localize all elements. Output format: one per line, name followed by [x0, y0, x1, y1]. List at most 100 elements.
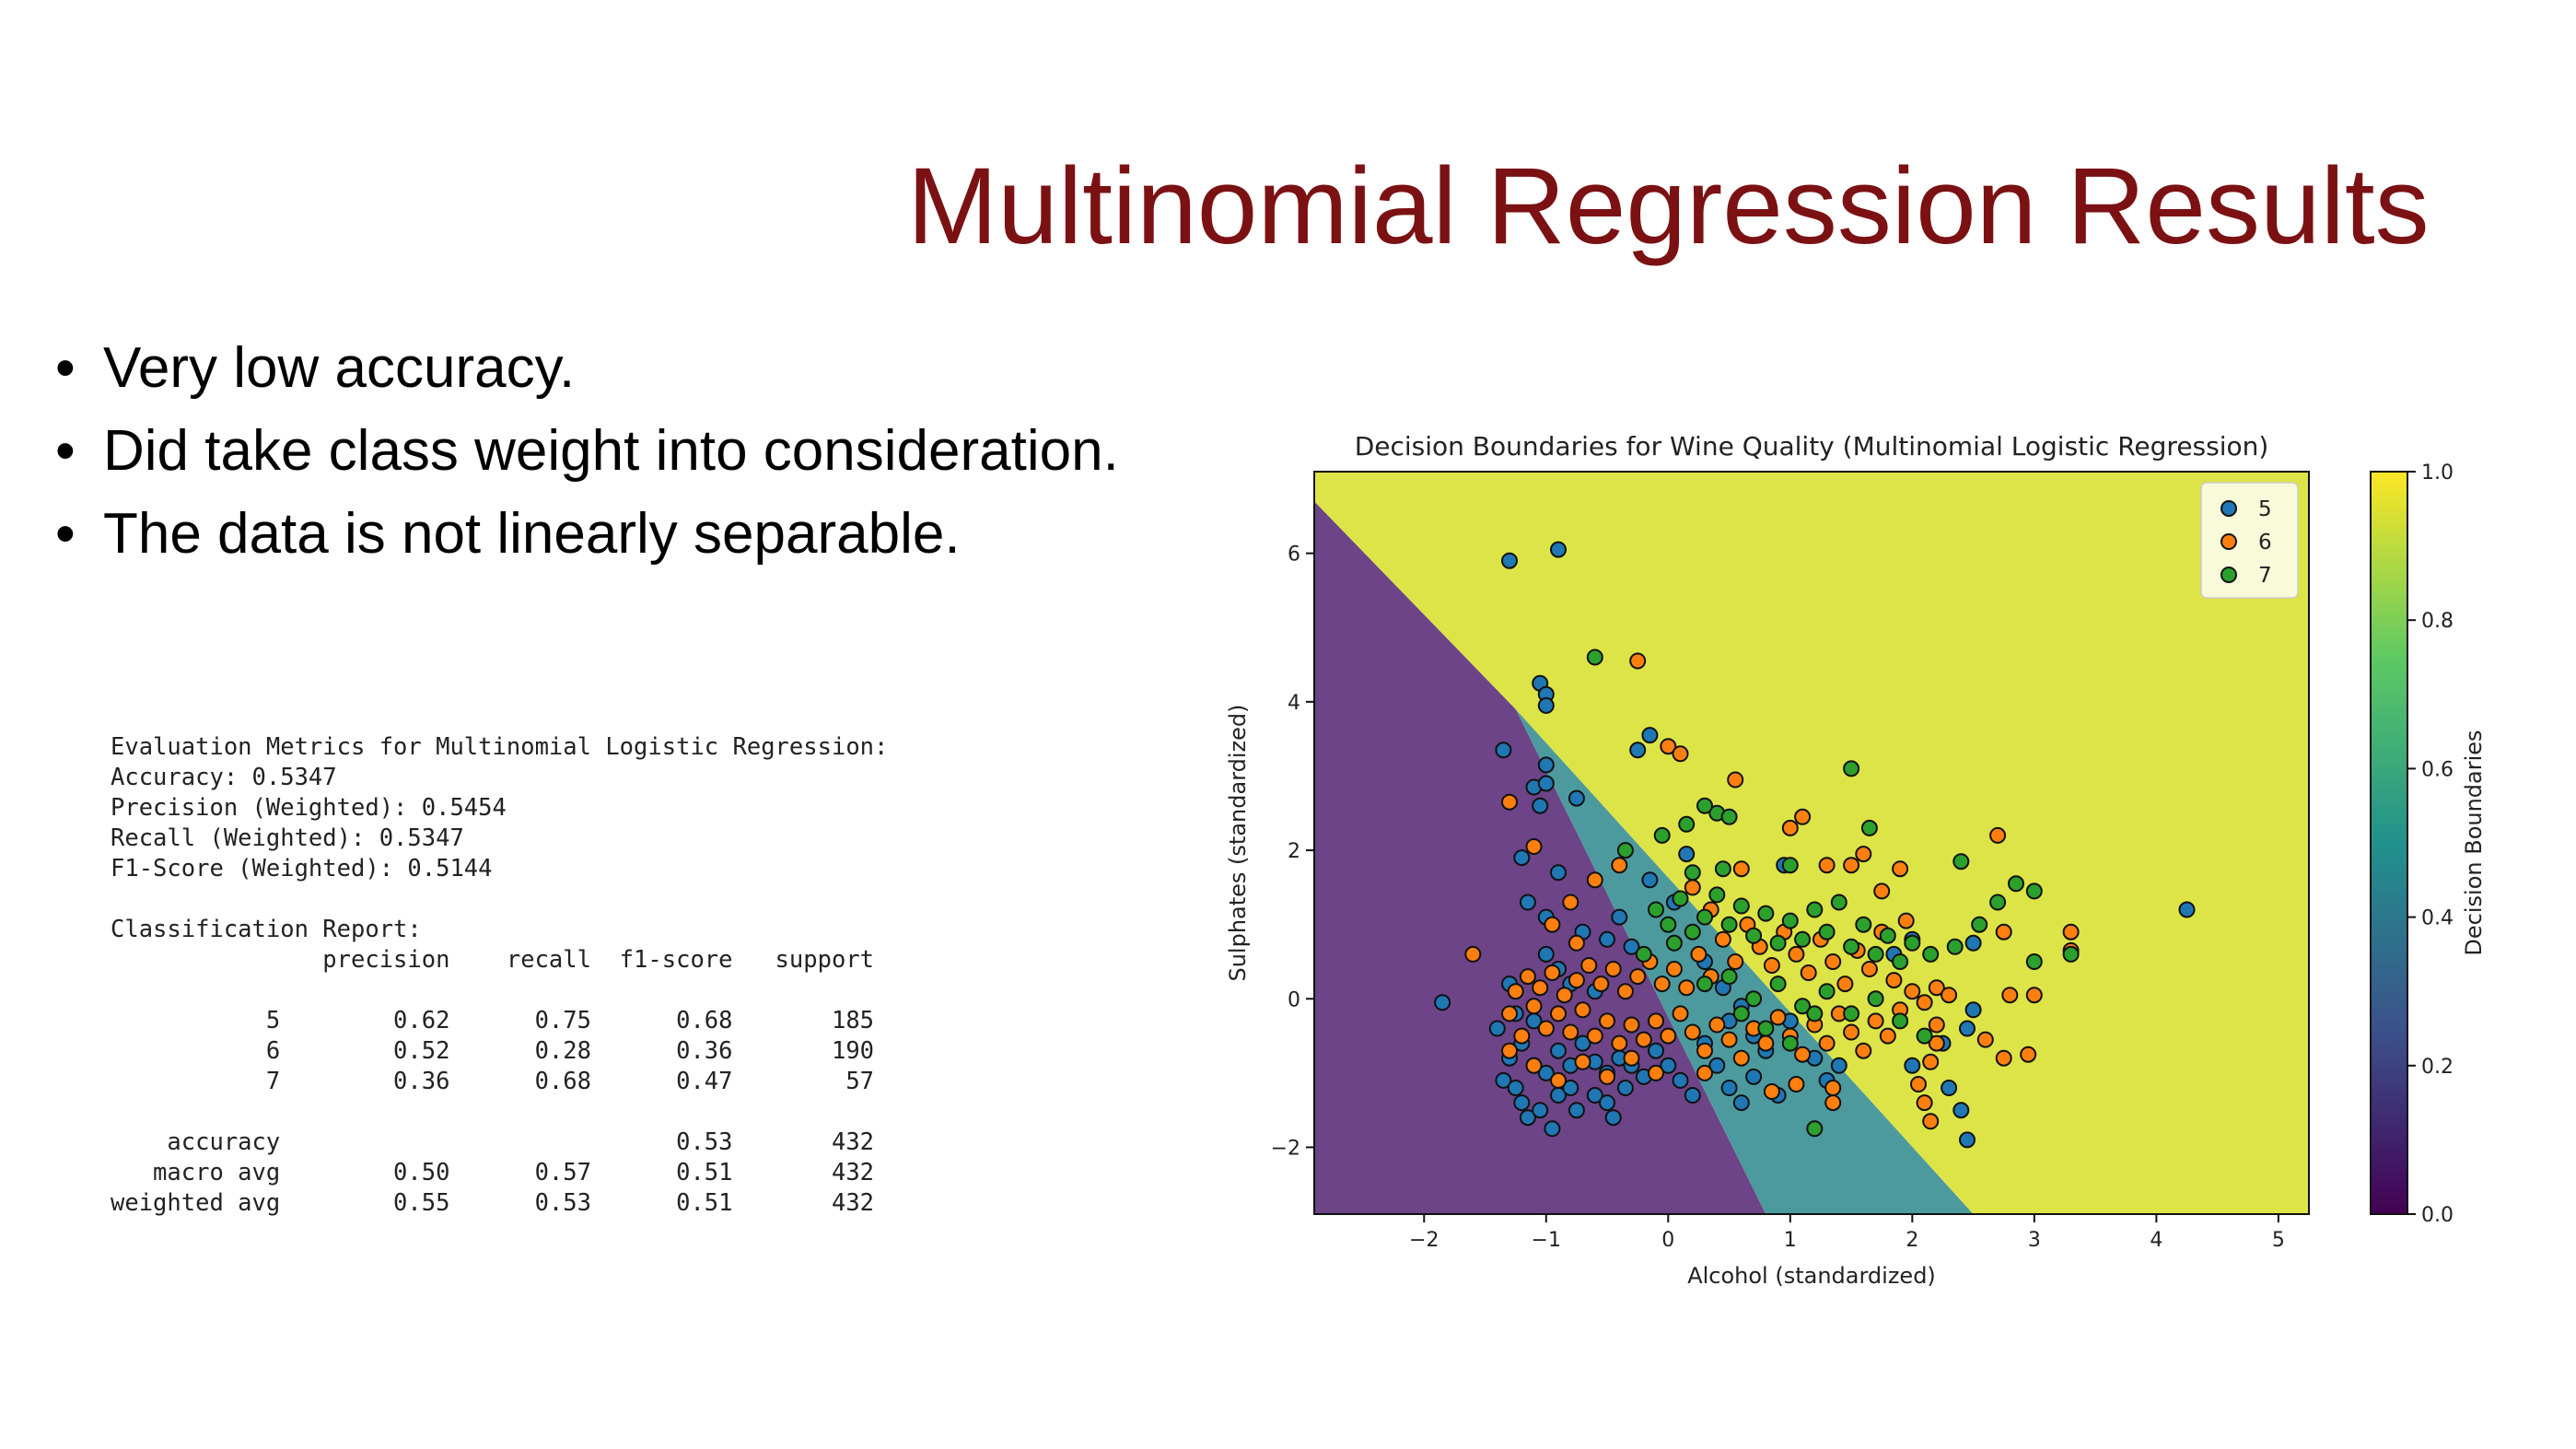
scatter-point-class-6 [1501, 1005, 1518, 1022]
scatter-point-class-6 [1464, 945, 1482, 963]
scatter-point-class-5 [1519, 894, 1536, 911]
decision-region-class-6 [1515, 708, 1974, 1214]
scatter-point-class-6 [1501, 793, 1518, 811]
scatter-point-class-5 [1537, 696, 1555, 714]
bullet-text: Did take class weight into consideration… [103, 419, 1119, 483]
scatter-point-class-7 [1806, 1120, 1824, 1138]
scatter-point-class-5 [1830, 1057, 1847, 1074]
scatter-point-class-6 [1623, 1016, 1640, 1034]
metric-line: Accuracy: 0.5347 [111, 764, 337, 791]
scatter-point-class-5 [1745, 1068, 1763, 1085]
scatter-point-class-7 [1867, 945, 1884, 963]
decision-regions [1314, 472, 2309, 1214]
scatter-point-class-6 [2062, 923, 2080, 941]
scatter-point-class-5 [1720, 1080, 1738, 1096]
metrics-report: Evaluation Metrics for Multinomial Logis… [111, 732, 888, 1219]
x-tick-label: 1 [1784, 1229, 1797, 1252]
x-tick-label: −2 [1409, 1229, 1439, 1252]
scatter-point-class-7 [1806, 1005, 1824, 1022]
scatter-point-class-7 [1684, 923, 1701, 941]
scatter-point-class-5 [2178, 901, 2196, 918]
x-tick-label: 2 [1906, 1229, 1918, 1252]
scatter-point-class-6 [1989, 826, 2007, 844]
scatter-point-class-6 [1592, 976, 1610, 993]
scatter-point-class-7 [1635, 945, 1652, 963]
scatter-point-class-6 [2001, 987, 2019, 1004]
x-tick-label: 3 [2028, 1229, 2041, 1252]
scatter-point-class-6 [1910, 1076, 1927, 1093]
scatter-point-class-6 [1818, 1034, 1836, 1052]
scatter-point-class-7 [1745, 927, 1763, 944]
scatter-point-class-7 [2062, 945, 2080, 963]
classification-heading: Classification Report: [111, 916, 422, 943]
scatter-point-class-5 [1599, 1094, 1615, 1112]
scatter-point-class-6 [1568, 972, 1585, 989]
scatter-point-class-6 [1976, 1031, 1994, 1048]
scatter-point-class-5 [1574, 1034, 1591, 1052]
scatter-point-class-7 [1720, 916, 1738, 933]
legend-marker-class-7 [2220, 567, 2237, 583]
scatter-point-class-6 [1897, 912, 1915, 929]
scatter-point-class-6 [1757, 1034, 1775, 1052]
scatter-point-class-6 [1586, 1027, 1603, 1045]
scatter-point-class-5 [1537, 775, 1555, 792]
scatter-point-class-5 [1648, 1042, 1664, 1059]
scatter-point-class-5 [1537, 1064, 1555, 1081]
scatter-point-class-5 [1513, 849, 1531, 867]
scatter-point-class-6 [1788, 1076, 1805, 1093]
scatter-point-class-7 [1892, 1012, 1909, 1030]
scatter-point-class-6 [2020, 1046, 2037, 1063]
scatter-point-class-6 [1941, 987, 1958, 1004]
report-row: 6 0.52 0.28 0.36 190 [111, 1037, 875, 1065]
scatter-point-class-7 [1892, 953, 1909, 970]
bullet-glyph: • [55, 502, 76, 566]
scatter-point-class-6 [1660, 738, 1677, 755]
scatter-point-class-6 [1635, 1031, 1652, 1048]
scatter-point-class-7 [1714, 860, 1731, 878]
scatter-point-class-6 [1672, 1005, 1689, 1022]
scatter-point-class-7 [1794, 998, 1812, 1015]
metric-line: Precision (Weighted): 0.5454 [111, 794, 507, 822]
scatter-point-class-6 [1629, 652, 1647, 670]
scatter-point-class-6 [1727, 771, 1744, 789]
scatter-point-class-6 [1916, 994, 1933, 1011]
scatter-point-class-7 [1672, 890, 1689, 907]
scatter-point-class-6 [1604, 961, 1622, 977]
scatter-point-class-6 [1720, 1031, 1738, 1048]
y-axis-label: Sulphates (standardized) [1225, 704, 1251, 981]
scatter-point-class-7 [1684, 864, 1701, 882]
scatter-point-class-6 [1532, 979, 1549, 997]
scatter-point-class-6 [1727, 953, 1744, 970]
scatter-point-class-6 [1763, 957, 1780, 974]
scatter-point-class-5 [1495, 1071, 1512, 1089]
scatter-point-class-6 [1818, 857, 1836, 874]
scatter-point-class-5 [1599, 930, 1615, 948]
legend-marker-class-5 [2220, 500, 2237, 517]
scatter-point-class-5 [1959, 1131, 1976, 1149]
slide-title: Multinomial Regression Results [907, 146, 2430, 267]
scatter-point-class-6 [1611, 1034, 1628, 1052]
scatter-point-class-5 [1941, 1080, 1958, 1096]
scatter-point-class-7 [1952, 853, 1970, 871]
report-row: 5 0.62 0.75 0.68 185 [111, 1007, 875, 1034]
legend-marker-class-6 [2220, 533, 2237, 550]
bullet-item: • Did take class weight into consideratio… [55, 410, 1119, 493]
scatter-point-class-7 [1648, 901, 1664, 918]
scatter-point-class-6 [1696, 1042, 1713, 1059]
scatter-point-class-7 [2025, 882, 2043, 900]
scatter-point-class-6 [1660, 1027, 1677, 1045]
scatter-point-class-6 [1616, 983, 1634, 1000]
scatter-point-class-5 [1544, 1120, 1561, 1138]
scatter-point-class-6 [1684, 879, 1701, 896]
plot-frame [1313, 471, 2310, 1215]
scatter-point-class-5 [1623, 938, 1640, 955]
scatter-point-class-7 [1922, 945, 1940, 963]
scatter-point-class-5 [1616, 1080, 1634, 1096]
scatter-point-class-6 [1690, 945, 1708, 963]
scatter-point-class-7 [1720, 968, 1738, 986]
bullet-glyph: • [55, 419, 76, 483]
scatter-point-class-6 [1525, 1057, 1543, 1074]
y-tick-label: 0 [1288, 988, 1300, 1011]
bullet-text: The data is not linearly separable. [103, 502, 961, 566]
